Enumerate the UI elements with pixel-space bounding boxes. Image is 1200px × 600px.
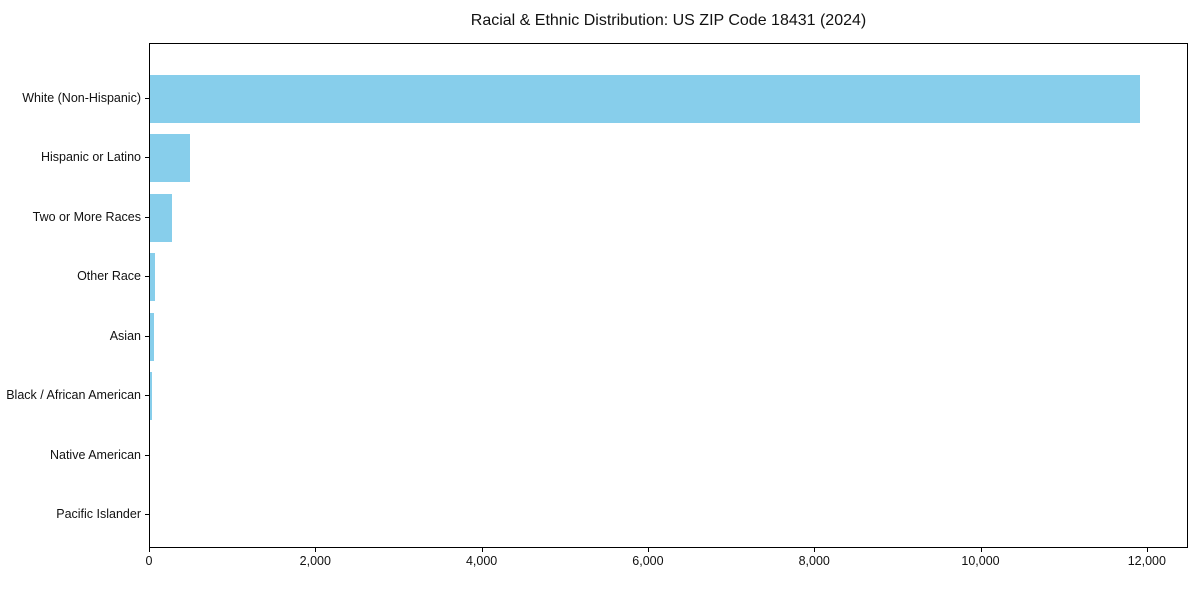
- category-label: Asian: [109, 328, 141, 343]
- y-tick: [145, 395, 149, 396]
- bar: [150, 312, 154, 361]
- x-tick: [980, 548, 982, 552]
- y-tick: [145, 454, 149, 456]
- x-tick: [814, 548, 816, 552]
- y-tick: [145, 97, 149, 99]
- bar: [150, 193, 173, 242]
- y-tick: [145, 216, 149, 218]
- x-tick-label: 0: [145, 554, 153, 568]
- x-tick-label: 4,000: [465, 554, 498, 568]
- y-tick: [145, 157, 149, 158]
- category-label: Two or More Races: [32, 209, 141, 224]
- x-tick: [315, 548, 317, 552]
- x-tick: [481, 548, 483, 552]
- category-label: White (Non-Hispanic): [22, 90, 141, 105]
- category-label: Hispanic or Latino: [40, 150, 141, 164]
- x-tick-label: 12,000: [1127, 554, 1166, 568]
- category-label: Other Race: [77, 269, 141, 283]
- x-tick: [1146, 548, 1148, 552]
- category-label: Native American: [49, 447, 141, 462]
- category-label: Black / African American: [6, 388, 141, 402]
- x-tick: [149, 548, 150, 552]
- x-tick-label: 8,000: [798, 554, 830, 568]
- bar: [150, 253, 155, 301]
- x-tick: [647, 548, 649, 552]
- bar: [150, 134, 190, 182]
- y-tick: [145, 335, 149, 337]
- bar: [150, 74, 1140, 123]
- y-tick: [145, 514, 149, 515]
- x-tick-label: 10,000: [961, 554, 1000, 568]
- chart-title: Racial & Ethnic Distribution: US ZIP Cod…: [470, 12, 867, 29]
- plot-area: [149, 43, 1188, 548]
- bar: [150, 372, 153, 420]
- x-tick-label: 2,000: [299, 554, 331, 568]
- x-tick-label: 6,000: [632, 554, 664, 568]
- category-label: Pacific Islander: [56, 507, 141, 521]
- y-tick: [145, 276, 149, 277]
